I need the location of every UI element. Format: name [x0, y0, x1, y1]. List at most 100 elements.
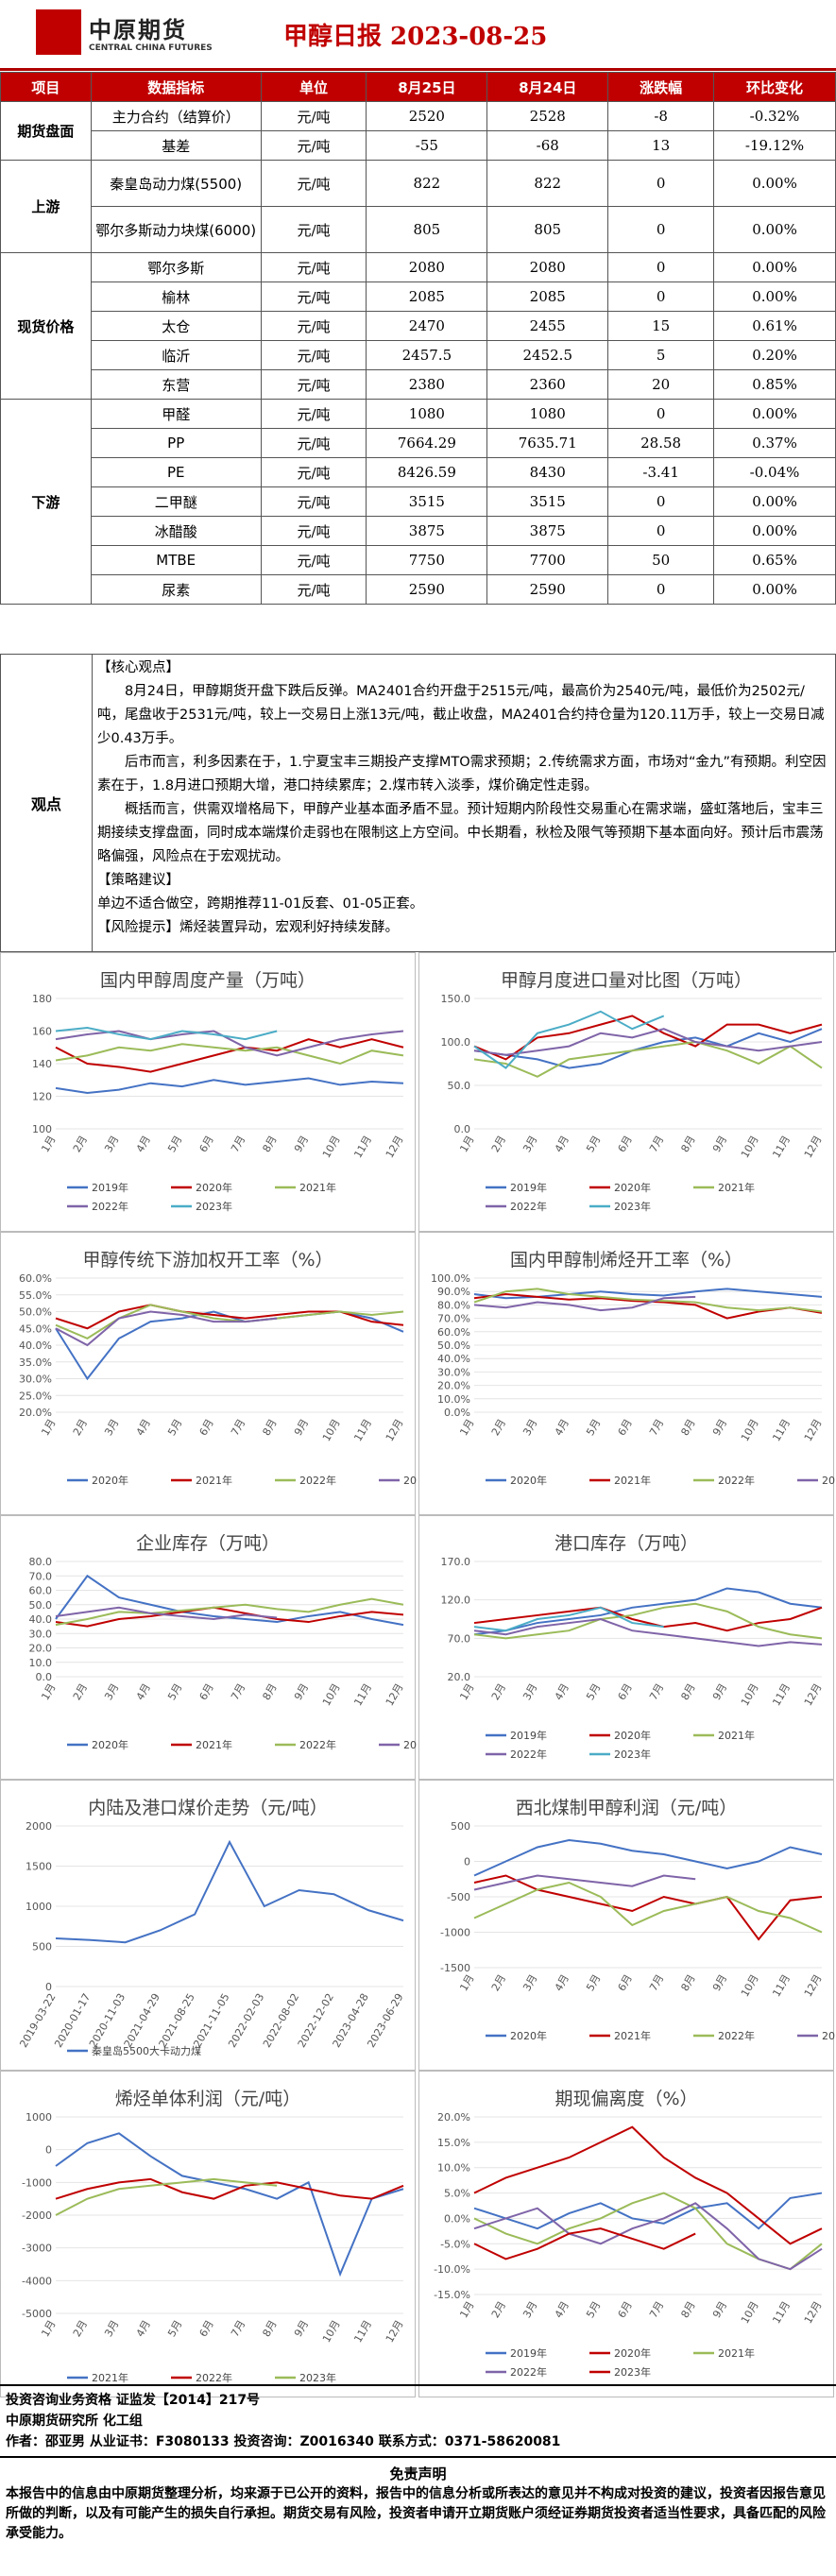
series-line	[55, 1038, 404, 1073]
y-tick-label: 50.0%	[437, 1339, 470, 1352]
x-tick-label: 3月	[520, 2299, 539, 2320]
x-tick-label: 3月	[102, 1134, 121, 1154]
footer-department: 中原期货研究所 化工组	[6, 2414, 143, 2429]
y-tick-label: 0.0%	[444, 1407, 470, 1419]
x-tick-label: 11月	[770, 2299, 793, 2326]
x-tick-label: 10月	[739, 1134, 761, 1160]
footer: 投资咨询业务资格 证监发【2014】217号 中原期货研究所 化工组 作者：邵亚…	[0, 2384, 836, 2576]
chart-panel: 企业库存（万吨） 0.0 10.0 20.0 30.0 40.0 50.0 60.0 70.0 8…	[0, 1515, 417, 1780]
chart-svg: 0 500 1000 1500 2000 2019-03-222020-01-172020…	[17, 1820, 405, 2057]
x-tick-label: 11月	[770, 1681, 793, 1708]
indicator-cell: 尿素	[90, 574, 262, 605]
chart-panel: 内陆及港口煤价走势（元/吨） 0 500 1000 1500 2000 2019-03-22…	[0, 1780, 416, 2071]
report-header: 中原期货 CENTRAL CHINA FUTURES 甲醇日报 2023-08-…	[0, 0, 836, 71]
series-line	[473, 1874, 696, 1891]
x-tick-label: 6月	[616, 1417, 635, 1438]
logo-mark-icon	[36, 9, 81, 55]
chart-title: 期现偏离度（%）	[554, 2089, 698, 2109]
pct-cell: 0.00%	[713, 516, 836, 546]
y-tick-label: 15.0%	[437, 2137, 470, 2149]
y-tick-label: 20.0	[448, 1671, 471, 1683]
change-cell: 0	[607, 252, 715, 282]
unit-cell: 元/吨	[260, 516, 367, 546]
chart-title: 国内甲醇周度产量（万吨）	[99, 970, 316, 991]
series-line	[473, 1015, 823, 1061]
legend-label: 2023年	[822, 1474, 835, 1487]
disclaimer-title: 免责声明	[389, 2465, 447, 2482]
series-line	[55, 1027, 278, 1041]
x-tick-label: 9月	[292, 1681, 311, 1702]
x-tick-label: 2月	[71, 1134, 90, 1154]
value-cell: 7635.71	[486, 428, 609, 458]
y-tick-label: 180	[32, 993, 52, 1005]
y-tick-label: -1000	[22, 2176, 52, 2189]
y-tick-label: 100.0%	[431, 1272, 470, 1285]
x-tick-label: 5月	[165, 2318, 184, 2339]
indicator-cell: 榆林	[90, 281, 262, 312]
column-header: 8月24日	[486, 72, 609, 102]
y-tick-label: 1000	[26, 2111, 52, 2124]
legend-label: 2019年	[510, 2346, 547, 2360]
view-section: 观点 【核心观点】 8月24日，甲醇期货开盘下跌后反弹。MA2401合约开盘于2…	[0, 654, 836, 952]
indicator-cell: 冰醋酸	[90, 516, 262, 546]
legend-label: 2022年	[510, 1200, 547, 1213]
x-tick-label: 4月	[134, 1681, 153, 1702]
series-line	[473, 1587, 823, 1636]
x-tick-label: 2月	[489, 1134, 508, 1154]
chart-panel: 国内甲醇周度产量（万吨） 100 120 140 160 180 1月 2月 3月 4月 5月 6月 7…	[0, 952, 416, 1232]
legend-label: 2019年	[92, 1181, 128, 1194]
x-tick-label: 9月	[292, 2318, 311, 2339]
series-line	[55, 1606, 278, 1621]
change-cell: 0	[607, 206, 715, 253]
x-tick-label: 1月	[39, 1681, 58, 1702]
indicator-cell: 二甲醚	[90, 486, 262, 517]
table-row: 上游 秦皇岛动力煤(5500) 元/吨 822 822 0 0.00%	[0, 160, 836, 253]
y-tick-label: -1500	[440, 1962, 470, 1974]
legend-label: 2022年	[92, 1200, 128, 1213]
pct-cell: 0.00%	[713, 252, 836, 282]
unit-cell: 元/吨	[260, 428, 367, 458]
value-cell: 2452.5	[486, 340, 609, 370]
x-tick-label: 8月	[261, 1134, 280, 1154]
y-tick-label: 60.0%	[19, 1272, 52, 1285]
series-line	[473, 1293, 823, 1320]
y-tick-label: 1500	[26, 1861, 52, 1873]
value-cell: 1080	[486, 399, 609, 429]
unit-cell: 元/吨	[260, 311, 367, 341]
legend-label: 2022年	[299, 1474, 336, 1487]
view-label: 观点	[1, 655, 93, 951]
x-tick-label: 11月	[770, 1134, 793, 1160]
legend-label: 2022年	[196, 2371, 232, 2384]
chart-title: 内陆及港口煤价走势（元/吨）	[88, 1798, 328, 1818]
y-tick-label: -500	[447, 1891, 470, 1903]
table-row: 二甲醚 元/吨 3515 3515 0 0.00%	[1, 486, 836, 517]
x-tick-label: 8月	[261, 1681, 280, 1702]
x-tick-label: 12月	[802, 1134, 825, 1160]
table-row: 尿素 元/吨 2590 2590 0 0.00%	[1, 574, 836, 605]
series-line	[473, 2192, 823, 2271]
x-tick-label: 6月	[197, 2318, 216, 2339]
x-tick-label: 11月	[351, 1134, 374, 1160]
chart-svg: 20.0 70.0 120.0 170.0 1月 2月 3月 4月 5月 6月 7月 8月 9月 10月 1…	[441, 1556, 825, 1761]
indicator-cell: 秦皇岛动力煤(5500)	[90, 160, 262, 207]
change-cell: -8	[607, 101, 715, 131]
chart-svg: 0.0%10.0%20.0% 30.0%40.0%50.0%60.0%70.0% 8…	[431, 1272, 835, 1487]
y-tick-label: -2000	[22, 2209, 52, 2222]
legend-label: 2019年	[510, 1181, 547, 1194]
column-header: 涨跌幅	[607, 72, 715, 102]
y-tick-label: -10.0%	[434, 2263, 470, 2276]
x-tick-label: 4月	[553, 2299, 572, 2320]
change-cell: 0	[607, 574, 715, 605]
legend-label: 2021年	[196, 1738, 232, 1751]
legend-label: 2020年	[510, 2029, 547, 2042]
pct-cell: -0.32%	[713, 101, 836, 131]
y-tick-label: 100	[32, 1123, 52, 1135]
y-tick-label: 55.0%	[19, 1289, 52, 1302]
x-tick-label: 2月	[71, 1681, 90, 1702]
unit-cell: 元/吨	[260, 457, 367, 487]
series-line	[473, 1881, 823, 1934]
x-tick-label: 5月	[165, 1417, 184, 1438]
x-tick-label: 10月	[320, 1417, 343, 1443]
y-tick-label: 40.0%	[437, 1353, 470, 1365]
series-line	[473, 1028, 823, 1069]
